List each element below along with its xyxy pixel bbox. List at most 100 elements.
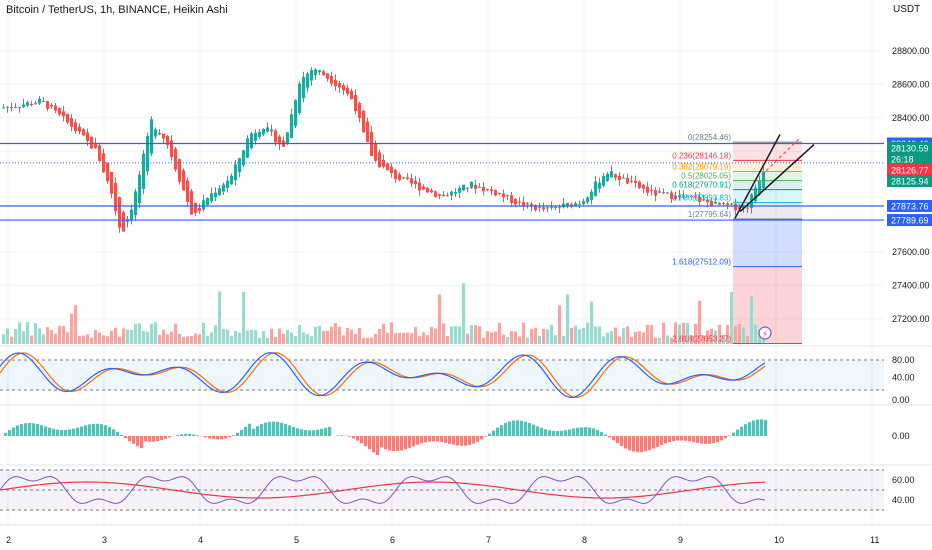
candle-body — [378, 152, 381, 168]
macd-bar — [68, 429, 71, 436]
macd-bar — [488, 433, 491, 436]
candle-body — [462, 184, 465, 191]
macd-bar — [136, 436, 139, 447]
volume-bar — [314, 326, 317, 344]
volume-bar — [130, 330, 133, 344]
candle-body — [290, 114, 293, 138]
horizontal-lines[interactable] — [0, 142, 884, 221]
macd-bar — [628, 436, 631, 451]
candle-body — [26, 102, 29, 106]
volume-bar — [46, 327, 49, 344]
volume-bar — [574, 325, 577, 344]
volume-bar — [278, 328, 281, 344]
macd-bar — [528, 423, 531, 436]
macd-bar — [400, 436, 403, 451]
macd-bar — [196, 435, 199, 436]
volume-bar — [690, 335, 693, 344]
macd-bar — [708, 436, 711, 444]
candle-body — [298, 83, 301, 114]
volume-bar — [414, 327, 417, 344]
volume-bar — [90, 337, 93, 344]
macd-bar — [216, 436, 219, 440]
candle-body — [374, 143, 377, 161]
macd-bar — [508, 421, 511, 436]
macd-bar — [160, 436, 163, 441]
alert-icon[interactable]: ⚡ — [758, 326, 772, 340]
macd-bar — [464, 436, 467, 446]
fibonacci-fills — [733, 142, 802, 344]
candle-body — [34, 103, 37, 105]
macd-bar — [156, 436, 159, 442]
candle-body — [650, 189, 653, 191]
channel-lower-line — [739, 144, 815, 213]
volume-bar — [458, 326, 461, 344]
macd-bar — [752, 420, 755, 436]
candle-body — [678, 195, 681, 198]
macd-bar — [524, 421, 527, 436]
macd-bar — [716, 436, 719, 443]
volume-bar — [146, 331, 149, 344]
macd-bar — [60, 429, 63, 436]
candle-body — [666, 192, 669, 194]
volume-bar — [190, 335, 193, 344]
rsi-ma-line — [0, 481, 766, 499]
candle-body — [514, 199, 517, 205]
macd-bar — [356, 436, 359, 441]
macd-bar — [96, 423, 99, 436]
macd-bar — [168, 436, 171, 438]
candle-body — [710, 200, 713, 207]
volume-bar — [242, 292, 245, 344]
macd-bar — [8, 430, 11, 436]
volume-bar — [698, 301, 701, 344]
line-tag-text: 27789.69 — [891, 216, 929, 226]
macd-bar — [152, 436, 155, 442]
candle-body — [238, 158, 241, 173]
candle-body — [466, 187, 469, 189]
candle-body — [502, 193, 505, 198]
macd-bar — [420, 436, 423, 444]
macd-bar — [688, 436, 691, 442]
candle-body — [606, 173, 609, 181]
candle-body — [98, 145, 101, 162]
volume-bar — [386, 332, 389, 344]
date-axis[interactable]: 2 3 4 5 6 7 8 9 10 11 — [6, 535, 879, 545]
candle-body — [730, 203, 733, 205]
candle-body — [354, 94, 357, 112]
candle-body — [446, 195, 449, 197]
macd-bar — [336, 435, 339, 436]
volume-bar — [122, 328, 125, 344]
macd-bar — [652, 436, 655, 449]
volume-bar — [446, 336, 449, 344]
candle-body — [2, 107, 5, 109]
volume-bar — [634, 331, 637, 344]
macd-bar — [552, 430, 555, 436]
trend-channel[interactable] — [734, 134, 815, 219]
macd-bar — [684, 436, 687, 441]
macd-bar — [404, 436, 407, 450]
macd-bar — [40, 425, 43, 436]
macd-bar — [16, 425, 19, 436]
candles[interactable] — [2, 67, 765, 233]
volume-bar — [286, 330, 289, 344]
candle-body — [414, 180, 417, 184]
candle-body — [382, 159, 385, 167]
volume-bar — [86, 334, 89, 344]
rsi-line — [0, 476, 766, 504]
macd-bar — [512, 420, 515, 436]
volume-bar — [6, 328, 9, 344]
volume-bar — [390, 322, 393, 344]
candle-body — [578, 203, 581, 205]
fibonacci-levels[interactable]: 0(28254.46) 0.236(28146.18) 0.382(28079.19… — [672, 133, 802, 344]
volume-bar — [702, 335, 705, 344]
macd-bar — [64, 429, 67, 436]
volume-bar — [322, 330, 325, 344]
candle-body — [538, 206, 541, 208]
macd-bar — [128, 436, 131, 442]
candle-body — [102, 153, 105, 173]
volume-bar — [102, 335, 105, 344]
macd-bar — [612, 436, 615, 441]
candle-body — [642, 184, 645, 189]
candle-body — [614, 174, 617, 178]
volume-bar — [70, 313, 73, 344]
